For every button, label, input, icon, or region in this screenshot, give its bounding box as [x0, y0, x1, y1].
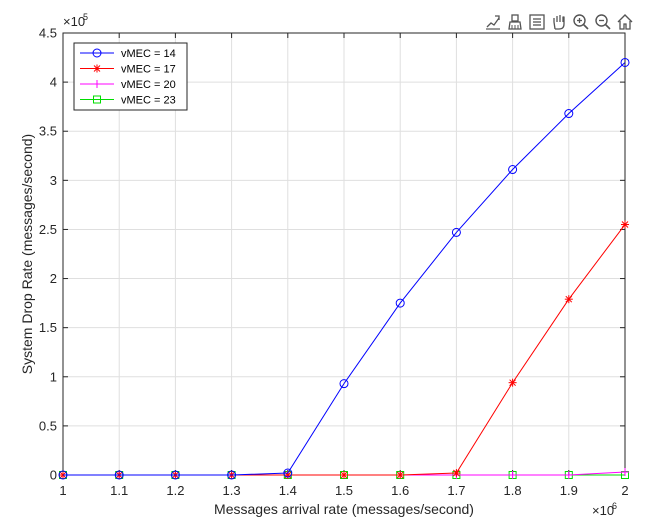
legend-marker [93, 64, 101, 73]
y-tick-labels: 0 0.5 1 1.5 2 2.5 3 3.5 4 4.5 [39, 26, 57, 483]
series-1-point [227, 470, 237, 480]
series-1-point [170, 470, 180, 480]
series-2-point [621, 220, 629, 229]
x-tick-label: 1.1 [110, 483, 128, 498]
y-axis-label: System Drop Rate (messages/second) [19, 134, 35, 374]
series-1-point [451, 227, 461, 237]
legend-label: vMEC = 20 [121, 79, 176, 91]
y-tick-label: 2 [50, 271, 57, 286]
legend-marker [93, 95, 101, 104]
series-2-point [564, 295, 573, 304]
y-tick-label: 0.5 [39, 418, 57, 433]
x-exponent-value: 6 [612, 501, 617, 511]
y-tick-label: 0 [50, 468, 57, 483]
legend-entry: vMEC = 17 [80, 64, 176, 76]
series-2-point [340, 471, 348, 479]
series-2-point [452, 469, 461, 478]
series-1-point [339, 379, 349, 389]
series-1-point [620, 57, 630, 67]
axes-toolbar [482, 11, 635, 33]
series-3-point [564, 471, 573, 479]
legend-marker [93, 80, 101, 88]
y-tick-label: 4.5 [39, 26, 57, 41]
series-1-point [114, 470, 124, 480]
legend: vMEC = 14 vMEC = 17 vMEC = 20 vMEC = 23 [73, 42, 188, 111]
x-tick-label: 1.3 [223, 483, 241, 498]
x-axis-label: Messages arrival rate (messages/second) [214, 501, 474, 517]
legend-entry: vMEC = 14 [80, 48, 176, 60]
brush-icon[interactable] [504, 11, 525, 33]
x-tick-label: 1.6 [391, 483, 409, 498]
series-1-point [283, 468, 293, 478]
zoom-out-icon[interactable] [592, 11, 613, 33]
y-tick-label: 1.5 [39, 320, 57, 335]
legend-entry: vMEC = 23 [80, 95, 176, 107]
x-tick-label: 1.8 [504, 483, 522, 498]
x-tick-label: 2 [621, 483, 628, 498]
y-tick-label: 3.5 [39, 124, 57, 139]
legend-label: vMEC = 14 [121, 48, 176, 60]
legend-entry: vMEC = 20 [80, 79, 176, 91]
x-tick-label: 1 [59, 483, 66, 498]
x-tick-label: 1.5 [335, 483, 353, 498]
x-exponent-label: ×10 [592, 503, 614, 518]
series-2-point [508, 378, 517, 387]
series-layer [58, 57, 630, 480]
series-1-point [564, 109, 574, 119]
x-tick-label: 1.4 [279, 483, 297, 498]
series-1 [58, 57, 630, 480]
y-exponent-value: 5 [83, 12, 88, 22]
x-tick-labels: 1 1.1 1.2 1.3 1.4 1.5 1.6 1.7 1.8 1.9 2 [59, 483, 628, 498]
y-tick-label: 4 [50, 75, 57, 90]
home-icon[interactable] [614, 11, 635, 33]
x-tick-label: 1.2 [166, 483, 184, 498]
legend-marker [92, 48, 102, 58]
series-1-point [508, 165, 518, 175]
y-tick-label: 2.5 [39, 222, 57, 237]
series-3-point [621, 468, 629, 477]
data-tips-icon[interactable] [482, 11, 503, 33]
y-tick-label: 1 [50, 369, 57, 384]
y-exponent-label: ×10 [63, 14, 85, 29]
series-1-line [63, 62, 626, 476]
x-tick-label: 1.7 [447, 483, 465, 498]
zoom-in-icon[interactable] [570, 11, 591, 33]
legend-label: vMEC = 17 [121, 64, 176, 76]
series-1-point [395, 298, 405, 308]
legend-label: vMEC = 23 [121, 95, 176, 107]
data-cursor-icon[interactable] [526, 11, 547, 33]
pan-hand-icon[interactable] [548, 11, 569, 33]
series-3-point [508, 471, 517, 479]
x-tick-label: 1.9 [560, 483, 578, 498]
series-2-point [396, 471, 405, 479]
series-1-point [58, 470, 68, 480]
y-tick-label: 3 [50, 173, 57, 188]
